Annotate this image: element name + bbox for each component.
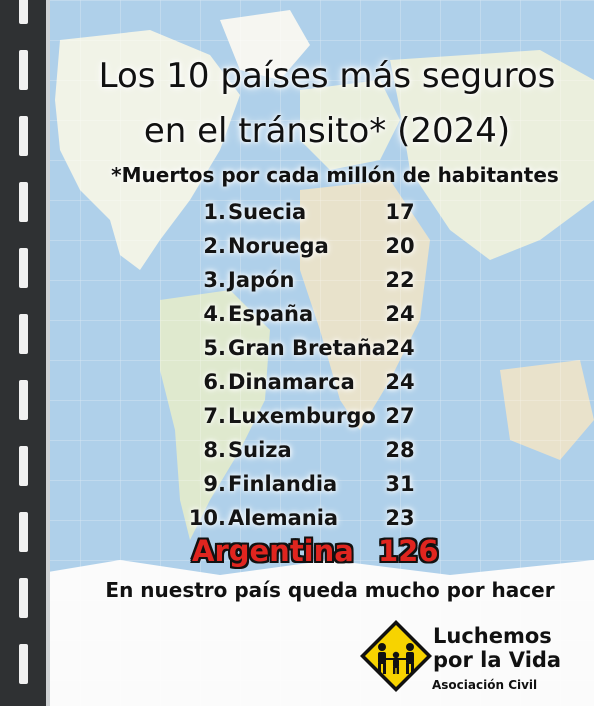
ranking-row: 2. Noruega 20 xyxy=(0,234,594,266)
logo-text-line-1: Luchemos xyxy=(433,624,552,648)
ranking-row: 6. Dinamarca 24 xyxy=(0,370,594,402)
deaths-value: 20 xyxy=(385,234,415,258)
rank-number: 1. xyxy=(203,200,226,224)
road-dash xyxy=(19,116,28,156)
rank-number: 2. xyxy=(203,234,226,258)
country-name: Japón xyxy=(228,268,295,292)
rank-number: 9. xyxy=(203,472,226,496)
deaths-value: 28 xyxy=(385,438,415,462)
road-dash xyxy=(19,644,28,684)
road-dash xyxy=(19,578,28,618)
deaths-value: 27 xyxy=(385,404,415,428)
deaths-value: 24 xyxy=(385,370,415,394)
deaths-value: 23 xyxy=(385,506,415,530)
country-name: Suecia xyxy=(228,200,307,224)
argentina-deaths-value: 126 xyxy=(378,534,439,568)
road-dash xyxy=(19,0,28,24)
title-line-1: Los 10 países más seguros xyxy=(98,56,556,96)
country-name: Dinamarca xyxy=(228,370,355,394)
ranking-row: 5. Gran Bretaña 24 xyxy=(0,336,594,368)
road-dash xyxy=(19,512,28,552)
rank-number: 3. xyxy=(203,268,226,292)
rank-number: 8. xyxy=(203,438,226,462)
country-name: Luxemburgo xyxy=(228,404,376,428)
road-dash xyxy=(19,182,28,222)
ranking-row: 9. Finlandia 31 xyxy=(0,472,594,504)
closing-message: En nuestro país queda mucho por hacer xyxy=(105,578,555,602)
ranking-row: 8. Suiza 28 xyxy=(0,438,594,470)
deaths-value: 24 xyxy=(385,302,415,326)
logo-text-line-2: por la Vida xyxy=(433,648,562,672)
country-name: Noruega xyxy=(228,234,329,258)
rank-number: 4. xyxy=(203,302,226,326)
rank-number: 7. xyxy=(203,404,226,428)
road-dash xyxy=(19,314,28,354)
country-name: Finlandia xyxy=(228,472,338,496)
rank-number: 6. xyxy=(203,370,226,394)
deaths-value: 24 xyxy=(385,336,415,360)
rank-number: 5. xyxy=(203,336,226,360)
rank-number: 10. xyxy=(188,506,226,530)
country-name: Gran Bretaña xyxy=(228,336,386,360)
ranking-row: 3. Japón 22 xyxy=(0,268,594,300)
road-dash xyxy=(19,446,28,486)
country-name: Suiza xyxy=(228,438,292,462)
country-name: España xyxy=(228,302,314,326)
deaths-value: 22 xyxy=(385,268,415,292)
road-dash xyxy=(19,50,28,90)
ranking-row: 7. Luxemburgo 27 xyxy=(0,404,594,436)
road-dash xyxy=(19,248,28,288)
road-edge-line xyxy=(46,0,50,706)
subtitle: *Muertos por cada millón de habitantes xyxy=(111,163,559,187)
ranking-row: 4. España 24 xyxy=(0,302,594,334)
ranking-row: 1. Suecia 17 xyxy=(0,200,594,232)
road-dash xyxy=(19,380,28,420)
country-name: Alemania xyxy=(228,506,339,530)
deaths-value: 31 xyxy=(385,472,415,496)
argentina-name: Argentina xyxy=(192,534,354,568)
family-crossing-sign-icon xyxy=(360,620,432,692)
ranking-row: 10. Alemania 23 xyxy=(0,506,594,538)
title-line-2: en el tránsito* (2024) xyxy=(143,111,511,151)
logo-text-line-3: Asociación Civil xyxy=(432,678,538,692)
deaths-value: 17 xyxy=(385,200,415,224)
